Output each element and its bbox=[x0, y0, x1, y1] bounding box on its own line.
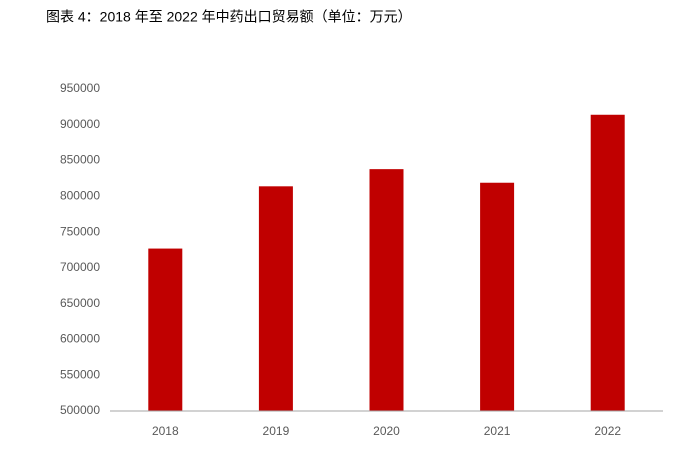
x-tick-label: 2019 bbox=[263, 424, 290, 438]
x-tick-label: 2020 bbox=[373, 424, 400, 438]
chart-title: 图表 4：2018 年至 2022 年中药出口贸易额（单位：万元） bbox=[46, 9, 412, 25]
bar bbox=[258, 186, 293, 411]
bar bbox=[480, 182, 515, 411]
y-tick-label: 850000 bbox=[60, 153, 100, 167]
x-tick-label: 2021 bbox=[484, 424, 511, 438]
bar bbox=[369, 169, 404, 411]
y-tick-label: 900000 bbox=[60, 117, 100, 131]
x-tick-label: 2022 bbox=[594, 424, 621, 438]
y-tick-label: 750000 bbox=[60, 224, 100, 238]
y-tick-label: 650000 bbox=[60, 296, 100, 310]
bar bbox=[590, 114, 625, 411]
y-tick-label: 600000 bbox=[60, 332, 100, 346]
y-tick-label: 700000 bbox=[60, 260, 100, 274]
x-tick-label: 2018 bbox=[152, 424, 179, 438]
y-tick-label: 800000 bbox=[60, 189, 100, 203]
y-tick-label: 550000 bbox=[60, 367, 100, 381]
y-tick-label: 500000 bbox=[60, 403, 100, 417]
bar bbox=[148, 248, 183, 411]
y-tick-label: 950000 bbox=[60, 81, 100, 95]
